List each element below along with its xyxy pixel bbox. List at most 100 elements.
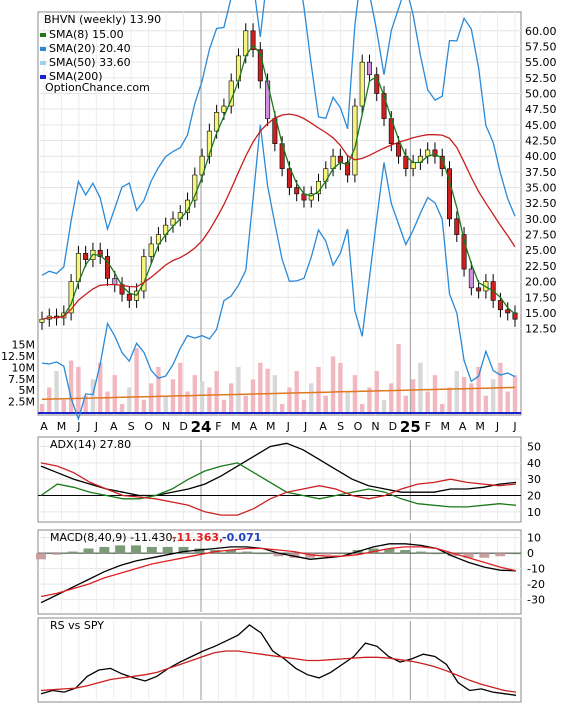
volume-bar	[229, 383, 234, 413]
price-axis-ticks: 60.00 57.50 55.00 52.50 50.00 47.50 45.00 42.50…	[525, 25, 557, 336]
indicator-tick-label: 40	[527, 457, 541, 470]
price-tick-label: 37.50	[525, 166, 557, 179]
candle-body	[214, 112, 220, 132]
macd-histogram-bar	[51, 553, 62, 555]
candle-body	[97, 249, 103, 257]
candle-body	[141, 256, 147, 292]
candle-body	[381, 93, 387, 119]
macd-title: MACD(8,40,9) -11.430,	[50, 531, 176, 544]
candle-body	[497, 300, 503, 311]
volume-bar	[265, 368, 270, 413]
lower-band	[41, 124, 516, 422]
volume-bar	[454, 371, 459, 413]
volume-bar	[221, 399, 227, 413]
legend-label: SMA(200)	[49, 70, 103, 83]
macd-histogram-bar	[384, 548, 395, 554]
volume-bars	[38, 344, 521, 414]
indicator-tick-label: 20	[527, 490, 541, 503]
volume-bar	[418, 362, 423, 413]
candle-body	[265, 80, 271, 119]
x-tick-label: N	[162, 420, 170, 433]
macd-histogram-bar	[99, 546, 110, 554]
candle-body	[243, 30, 249, 57]
macd-signal-label: -0.071	[222, 531, 261, 544]
price-tick-label: 27.50	[525, 229, 557, 242]
macd-histogram	[36, 545, 521, 560]
volume-bar	[185, 391, 190, 413]
watermark: OptionChance.com	[45, 81, 150, 94]
candle-body	[439, 155, 445, 170]
price-tick-label: 15.00	[525, 307, 557, 320]
macd-histogram-bar	[257, 553, 268, 555]
price-tick-label: 22.50	[525, 260, 557, 273]
volume-bar	[425, 391, 430, 413]
volume-bar	[360, 403, 365, 413]
x-tick-label: N	[371, 420, 379, 433]
x-tick-label: M	[475, 420, 485, 433]
x-tick-label: J	[512, 420, 516, 433]
volume-bar	[148, 383, 154, 413]
volume-bar	[396, 344, 401, 413]
x-tick-label: 25	[400, 418, 421, 436]
legend-swatch	[40, 61, 46, 65]
indicator-line	[40, 442, 517, 497]
candle-body	[148, 243, 154, 257]
candle-body	[410, 162, 416, 170]
candle-body	[308, 193, 314, 201]
volume-bar	[199, 381, 205, 413]
macd-histogram-bar	[83, 548, 94, 554]
price-tick-label: 47.50	[525, 103, 557, 116]
candle-body	[447, 168, 452, 220]
indicator-line	[40, 650, 517, 693]
volume-bar	[440, 403, 445, 413]
macd-histogram-bar	[146, 546, 157, 554]
candle-body	[461, 234, 467, 270]
volume-bar	[447, 387, 452, 413]
volume-tick-label: 15M	[12, 339, 36, 352]
indicator-tick-label: -20	[527, 578, 545, 591]
x-tick-label: A	[110, 420, 118, 433]
volume-bar	[367, 387, 372, 413]
chart-title: BHVN (weekly) 13.90	[44, 13, 161, 26]
macd-histogram-bar	[321, 553, 331, 555]
candle-body	[105, 256, 110, 279]
price-tick-label: 17.50	[525, 291, 557, 304]
volume-bar	[61, 399, 67, 413]
volume-bar	[316, 366, 321, 413]
x-tick-label: J	[303, 420, 307, 433]
legend-label: SMA(20) 20.40	[49, 42, 131, 55]
price-tick-label: 50.00	[525, 88, 557, 101]
x-tick-label: O	[144, 420, 153, 433]
volume-bar	[258, 362, 263, 413]
volume-bar	[352, 375, 358, 413]
indicator-line	[40, 462, 517, 516]
x-tick-label: J	[76, 420, 80, 433]
price-tick-label: 60.00	[525, 25, 557, 38]
x-tick-label: J	[495, 420, 499, 433]
candle-body	[126, 293, 132, 301]
volume-tick-label: 2.5M	[8, 396, 35, 409]
legend-swatch	[40, 33, 46, 37]
x-tick-label: A	[459, 420, 467, 433]
macd-lines	[40, 543, 517, 604]
x-tick-label: S	[128, 420, 135, 433]
volume-bar	[389, 383, 394, 413]
volume-bar	[374, 371, 379, 413]
indicator-tick-label: 30	[527, 473, 541, 486]
candle-body	[505, 309, 511, 314]
volume-bar	[207, 387, 212, 413]
volume-tick-label: 12.5M	[1, 350, 35, 363]
x-tick-label: J	[286, 420, 290, 433]
candle-body	[366, 61, 372, 75]
macd-pane: 10 0 -10 -20 -30 MACD(8,40,9) -11.430, -11.3…	[36, 529, 545, 615]
x-tick-label: A	[319, 420, 327, 433]
x-tick-label: O	[354, 420, 363, 433]
volume-bar	[403, 395, 409, 413]
price-tick-label: 55.00	[525, 56, 557, 69]
candle-body	[112, 278, 118, 286]
macd-histogram-bar	[511, 553, 521, 555]
volume-bar	[54, 371, 59, 413]
price-tick-label: 35.00	[525, 182, 557, 195]
